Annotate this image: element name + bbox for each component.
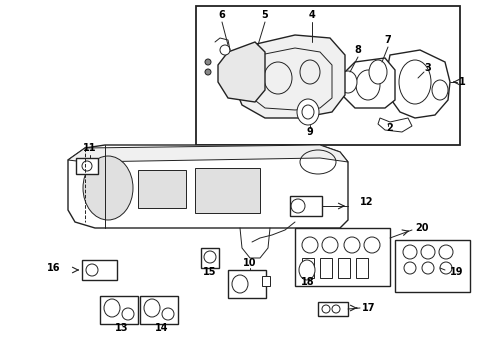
- Text: 14: 14: [155, 323, 169, 333]
- Bar: [290, 196, 322, 216]
- Text: 10: 10: [243, 258, 257, 268]
- Bar: [338, 258, 350, 278]
- Bar: [302, 258, 314, 278]
- Bar: [395, 240, 470, 292]
- Polygon shape: [68, 145, 348, 162]
- Text: 15: 15: [203, 267, 217, 277]
- Text: 19: 19: [450, 267, 464, 277]
- Text: 1: 1: [459, 77, 466, 87]
- Bar: [195, 168, 260, 213]
- Text: 7: 7: [385, 35, 392, 45]
- Text: 17: 17: [362, 303, 375, 313]
- Bar: [100, 296, 138, 324]
- Bar: [295, 228, 390, 286]
- Bar: [228, 270, 266, 298]
- Bar: [140, 296, 178, 324]
- Text: 12: 12: [360, 197, 373, 207]
- Bar: [138, 170, 186, 208]
- Ellipse shape: [205, 59, 211, 65]
- Text: 9: 9: [307, 127, 314, 137]
- Polygon shape: [218, 42, 265, 102]
- Text: 16: 16: [47, 263, 60, 273]
- Polygon shape: [342, 58, 395, 108]
- Bar: [262, 276, 270, 286]
- Polygon shape: [68, 145, 348, 228]
- Ellipse shape: [297, 99, 319, 125]
- Text: 2: 2: [387, 123, 393, 133]
- Bar: [356, 258, 368, 278]
- Bar: [82, 260, 117, 280]
- Text: 5: 5: [262, 10, 269, 20]
- Ellipse shape: [299, 260, 315, 280]
- Bar: [318, 302, 348, 316]
- Text: 11: 11: [83, 143, 97, 153]
- Text: 13: 13: [115, 323, 129, 333]
- Text: 3: 3: [425, 63, 431, 73]
- Polygon shape: [235, 35, 345, 118]
- Ellipse shape: [205, 69, 211, 75]
- Text: 20: 20: [415, 223, 428, 233]
- Bar: [320, 258, 332, 278]
- Ellipse shape: [369, 60, 387, 84]
- Text: 8: 8: [355, 45, 362, 55]
- Text: 6: 6: [219, 10, 225, 20]
- Bar: [196, 6, 460, 145]
- Polygon shape: [386, 50, 450, 118]
- Bar: [201, 248, 219, 268]
- Ellipse shape: [220, 45, 230, 55]
- Ellipse shape: [83, 156, 133, 220]
- Text: 18: 18: [301, 277, 315, 287]
- Text: 4: 4: [309, 10, 316, 20]
- Ellipse shape: [339, 71, 357, 93]
- Bar: [76, 158, 98, 174]
- Polygon shape: [378, 118, 412, 132]
